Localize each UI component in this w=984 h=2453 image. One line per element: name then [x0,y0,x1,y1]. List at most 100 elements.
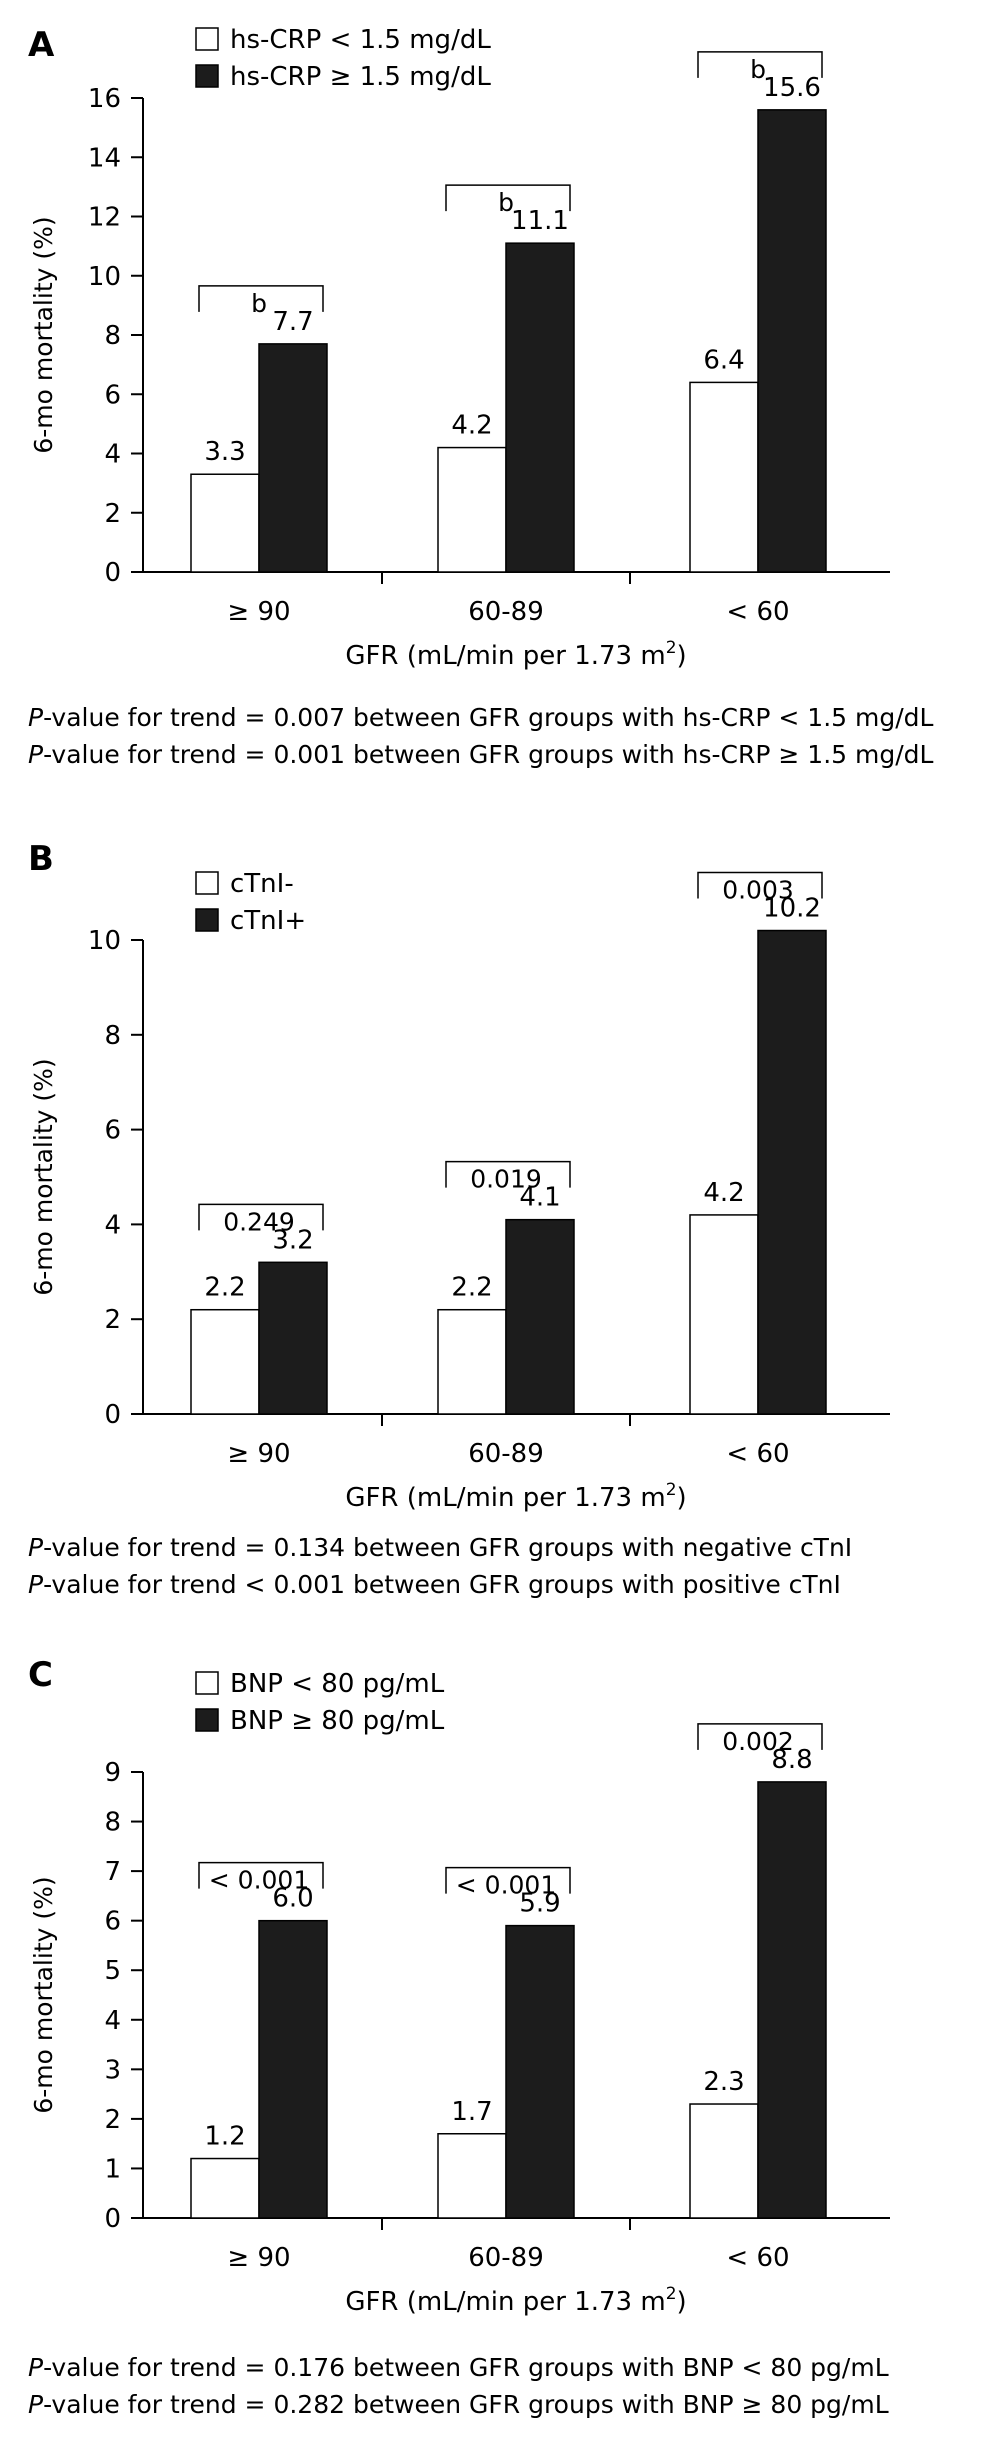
legend-label: hs-CRP < 1.5 mg/dL [230,25,491,55]
y-tick-label: 8 [104,321,121,351]
trend-note-p: P [28,2353,44,2382]
bar-value-label: 6.4 [703,345,744,375]
panel-c: C 0 1 2 3 4 5 6 7 8 9 6-mo mortality (%) ≥ 90 60-89 < … [0,1630,984,2453]
x-tick-label: ≥ 90 [227,2243,290,2273]
significance-bracket [198,1203,324,1231]
x-axis-label-sup: 2 [666,638,677,658]
y-tick-label: 16 [88,84,121,114]
bracket-label: 0.019 [470,1165,542,1194]
significance-bracket [697,51,823,78]
x-axis-label-end: ) [677,641,687,671]
trend-note-text: -value for trend = 0.282 between GFR gro… [43,2390,889,2419]
legend-swatch-low [195,1671,219,1695]
legend-swatch-high [195,1708,219,1732]
significance-bracket [697,1723,823,1750]
x-axis-label-main: GFR (mL/min per 1.73 m [345,1483,665,1513]
bar-low [437,1308,507,1415]
y-tick-label: 2 [104,499,121,529]
bar-low [689,2103,759,2219]
legend-swatch-low [195,871,219,895]
y-tick-label: 0 [104,1400,121,1430]
y-tick-label: 10 [88,262,121,292]
chart-svg: C 0 1 2 3 4 5 6 7 8 9 6-mo mortality (%) ≥ 90 60-89 < … [28,1655,890,2317]
trend-note: P-value for trend = 0.176 between GFR gr… [28,2350,889,2386]
y-tick-label: 14 [88,143,121,173]
bar-value-label: 2.2 [451,1273,492,1303]
trend-note-text: -value for trend = 0.176 between GFR gro… [43,2353,889,2382]
x-tick-label: ≥ 90 [227,597,290,627]
panel-b: B 0 2 4 6 8 10 6-mo mortality (%) ≥ 90 60-89 < 60 G… [0,800,984,1630]
panel-a: A 0 2 4 6 8 10 12 14 16 6-mo mortality (%) ≥ 90 60-8… [0,0,984,800]
trend-note: P-value for trend = 0.001 between GFR gr… [28,737,933,773]
panel-label: A [28,25,55,65]
legend-swatch-low [195,27,219,51]
bar-value-label: 7.7 [272,307,313,337]
bar-high [505,242,575,573]
y-tick-label: 6 [104,1116,121,1146]
y-tick-label: 4 [104,1210,121,1240]
x-tick-label: 60-89 [468,597,544,627]
bracket-label: < 0.001 [456,1871,556,1900]
bar-value-label: 3.3 [204,437,245,467]
x-axis-label-main: GFR (mL/min per 1.73 m [345,2287,665,2317]
bar-value-label: 15.6 [763,73,821,103]
trend-note: P-value for trend = 0.007 between GFR gr… [28,700,933,736]
y-tick-label: 4 [104,2006,121,2036]
trend-note-text: -value for trend = 0.007 between GFR gro… [43,703,934,732]
bar-value-label: 5.9 [519,1889,560,1919]
bar-value-label: 4.1 [519,1183,560,1213]
x-tick-label: ≥ 90 [227,1439,290,1469]
x-axis-label-sup: 2 [666,1480,677,1500]
trend-note-text: -value for trend = 0.134 between GFR gro… [43,1533,853,1562]
chart-svg: B 0 2 4 6 8 10 6-mo mortality (%) ≥ 90 60-89 < 60 G… [28,839,890,1513]
y-axis-label: 6-mo mortality (%) [29,216,58,453]
bar-value-label: 4.2 [451,411,492,441]
y-tick-label: 4 [104,440,121,470]
bar-value-label: 8.8 [771,1745,812,1775]
y-tick-label: 0 [104,2204,121,2234]
bar-low [437,2133,507,2219]
legend-label: BNP ≥ 80 pg/mL [230,1706,445,1736]
x-tick-label: < 60 [726,1439,789,1469]
trend-note: P-value for trend = 0.282 between GFR gr… [28,2387,889,2423]
bar-high [757,109,827,573]
bar-low [437,446,507,573]
trend-note-p: P [28,740,44,769]
trend-note: P-value for trend = 0.134 between GFR gr… [28,1530,852,1566]
bracket-label: 0.249 [223,1207,295,1236]
y-tick-label: 8 [104,1808,121,1838]
bar-low [190,473,260,573]
bar-value-label: 11.1 [511,206,569,236]
bar-value-label: 10.2 [763,894,821,924]
bar-high [757,929,827,1415]
bar-low [689,381,759,573]
legend-label: cTnI+ [230,906,306,936]
legend-label: BNP < 80 pg/mL [230,1669,445,1699]
x-axis-label: GFR (mL/min per 1.73 m2) [345,2284,686,2317]
trend-note-p: P [28,2390,44,2419]
panel-label: C [28,1655,53,1695]
bar-high [258,1919,328,2219]
trend-note-text: -value for trend = 0.001 between GFR gro… [43,740,934,769]
bar-high [258,343,328,573]
x-axis-label-end: ) [677,2287,687,2317]
bar-value-label: 6.0 [272,1884,313,1914]
bar-low [190,1308,260,1415]
y-tick-label: 12 [88,203,121,233]
significance-bracket [198,285,324,312]
x-tick-label: 60-89 [468,2243,544,2273]
chart-svg: A 0 2 4 6 8 10 12 14 16 6-mo mortality (%) ≥ 90 60-8… [28,25,890,671]
bar-low [190,2157,260,2219]
y-tick-label: 5 [104,1956,121,1986]
y-tick-label: 2 [104,2105,121,2135]
legend-label: hs-CRP ≥ 1.5 mg/dL [230,62,491,92]
y-axis-label: 6-mo mortality (%) [29,1058,58,1295]
bar-high [258,1261,328,1415]
bracket-label: 0.002 [722,1727,794,1756]
significance-bracket [697,871,823,899]
trend-note-p: P [28,703,44,732]
bracket-label: b [750,55,766,84]
x-tick-label: 60-89 [468,1439,544,1469]
y-tick-label: 3 [104,2055,121,2085]
x-axis-label: GFR (mL/min per 1.73 m2) [345,638,686,671]
